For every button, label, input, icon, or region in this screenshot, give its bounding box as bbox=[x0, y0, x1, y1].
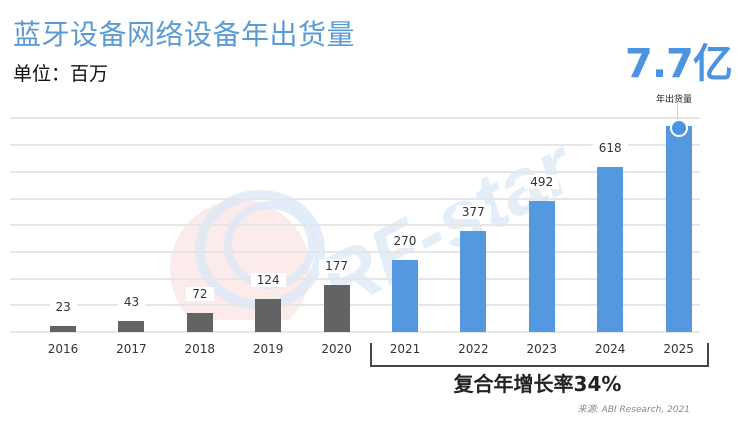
x-tick-2024: 2024 bbox=[594, 342, 626, 356]
highlight-value: 7.7亿 bbox=[625, 41, 733, 87]
gridline bbox=[10, 304, 700, 307]
x-tick-2020: 2020 bbox=[321, 342, 352, 356]
bar-2025 bbox=[665, 126, 692, 332]
bar-2022 bbox=[460, 231, 487, 332]
highlight-dot-icon bbox=[669, 119, 688, 138]
bar-2021 bbox=[392, 259, 418, 332]
bar-2019 bbox=[255, 298, 282, 332]
highlight-connector bbox=[677, 103, 678, 123]
bar-2017 bbox=[118, 320, 145, 332]
value-label-2023: 492 bbox=[524, 174, 560, 189]
value-label-2022: 377 bbox=[455, 205, 491, 220]
bar-2018 bbox=[186, 312, 213, 332]
gridline bbox=[10, 144, 700, 147]
gridline bbox=[10, 117, 700, 120]
x-tick-2023: 2023 bbox=[526, 342, 558, 356]
x-tick-2019: 2019 bbox=[252, 342, 284, 356]
bar-2016 bbox=[50, 325, 76, 332]
gridline bbox=[10, 224, 700, 227]
gridline bbox=[10, 331, 700, 333]
source-note: 来源: ABI Research, 2021 bbox=[577, 405, 690, 415]
forecast-bracket bbox=[370, 343, 709, 367]
value-label-2016: 23 bbox=[49, 299, 77, 314]
x-tick-2018: 2018 bbox=[184, 342, 216, 356]
highlight-label: 年出货量 bbox=[656, 95, 693, 105]
value-label-2024: 618 bbox=[592, 140, 628, 155]
bar-2020 bbox=[323, 284, 350, 332]
x-tick-2021: 2021 bbox=[389, 342, 421, 356]
x-tick-2022: 2022 bbox=[458, 342, 489, 356]
gridline bbox=[10, 250, 700, 253]
gridline bbox=[10, 277, 700, 280]
value-label-2020: 177 bbox=[319, 258, 354, 273]
x-tick-2016: 2016 bbox=[47, 342, 79, 356]
value-label-2018: 72 bbox=[186, 286, 214, 301]
cagr-label: 复合年增长率34% bbox=[453, 372, 622, 396]
value-label-2017: 43 bbox=[117, 294, 146, 309]
x-tick-2017: 2017 bbox=[116, 342, 147, 356]
chart-title: 蓝牙设备网络设备年出货量 bbox=[13, 18, 356, 51]
gridline bbox=[10, 170, 700, 173]
unit-label: 单位：百万 bbox=[13, 63, 109, 85]
bar-2023 bbox=[528, 200, 555, 332]
x-tick-2025: 2025 bbox=[663, 342, 694, 356]
value-label-2019: 124 bbox=[250, 272, 286, 287]
gridline bbox=[10, 197, 700, 200]
bar-2024 bbox=[597, 166, 624, 332]
value-label-2021: 270 bbox=[387, 233, 423, 248]
